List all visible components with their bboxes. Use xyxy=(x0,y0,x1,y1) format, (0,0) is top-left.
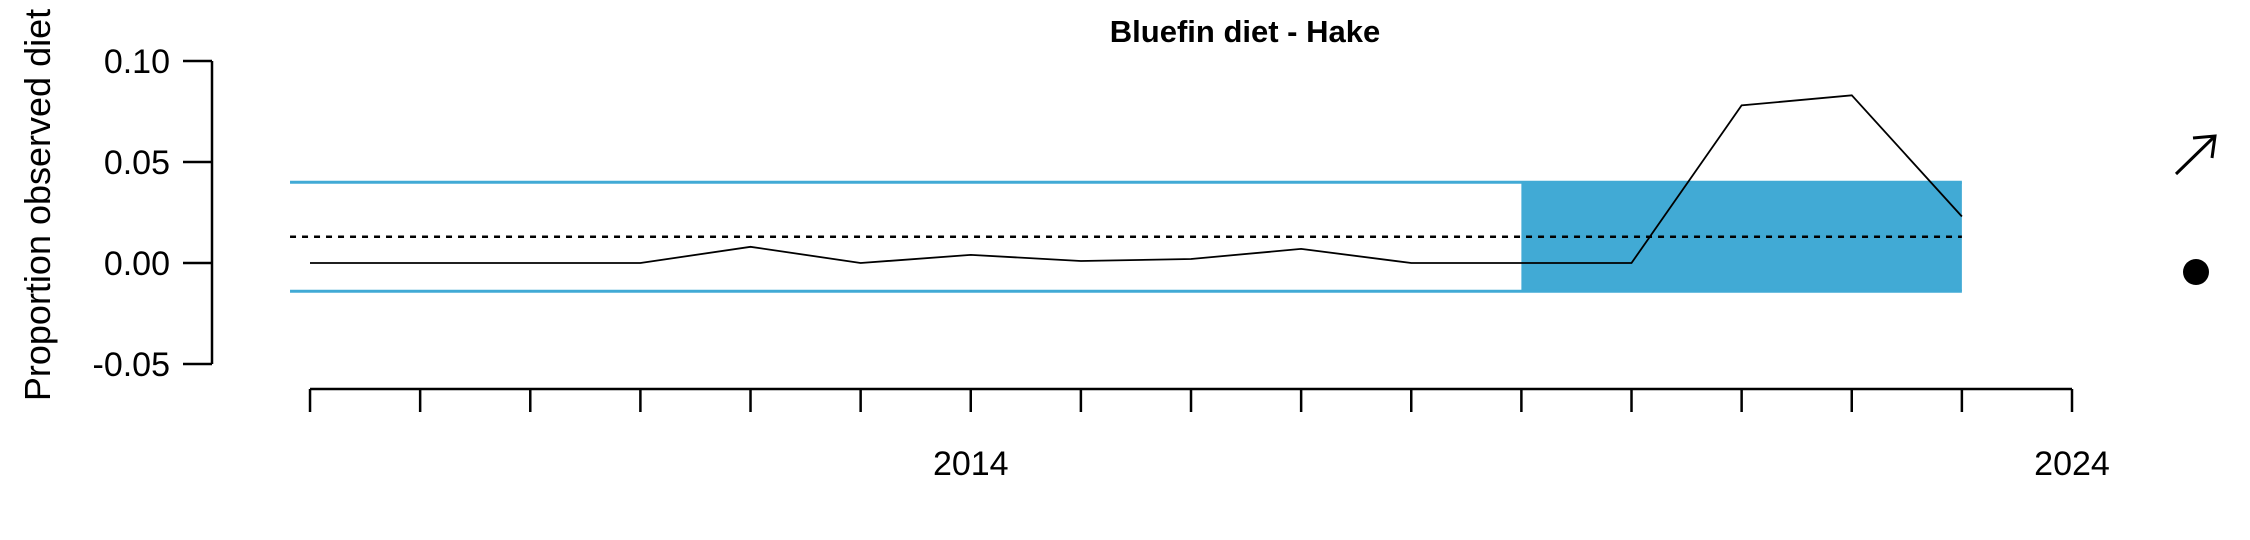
trend-arrow-up-icon xyxy=(2174,134,2217,176)
x-tick-label: 2024 xyxy=(2034,445,2110,483)
plot-area xyxy=(290,94,1963,293)
y-axis-label: Proportion observed diet xyxy=(17,9,58,401)
y-tick-label: 0.05 xyxy=(104,144,170,182)
y-axis: 0.10 0.05 0.00 -0.05 xyxy=(93,43,214,384)
y-tick-label: 0.10 xyxy=(104,43,170,81)
chart-title: Bluefin diet - Hake xyxy=(1110,14,1380,49)
x-axis: 2014 2024 xyxy=(308,387,2110,483)
y-tick-label: -0.05 xyxy=(93,346,171,384)
x-tick-label: 2014 xyxy=(933,445,1009,483)
status-dot-icon xyxy=(2183,259,2209,285)
indicators xyxy=(2174,134,2217,285)
y-tick-label: 0.00 xyxy=(104,245,170,283)
series-line-0 xyxy=(310,94,1963,264)
